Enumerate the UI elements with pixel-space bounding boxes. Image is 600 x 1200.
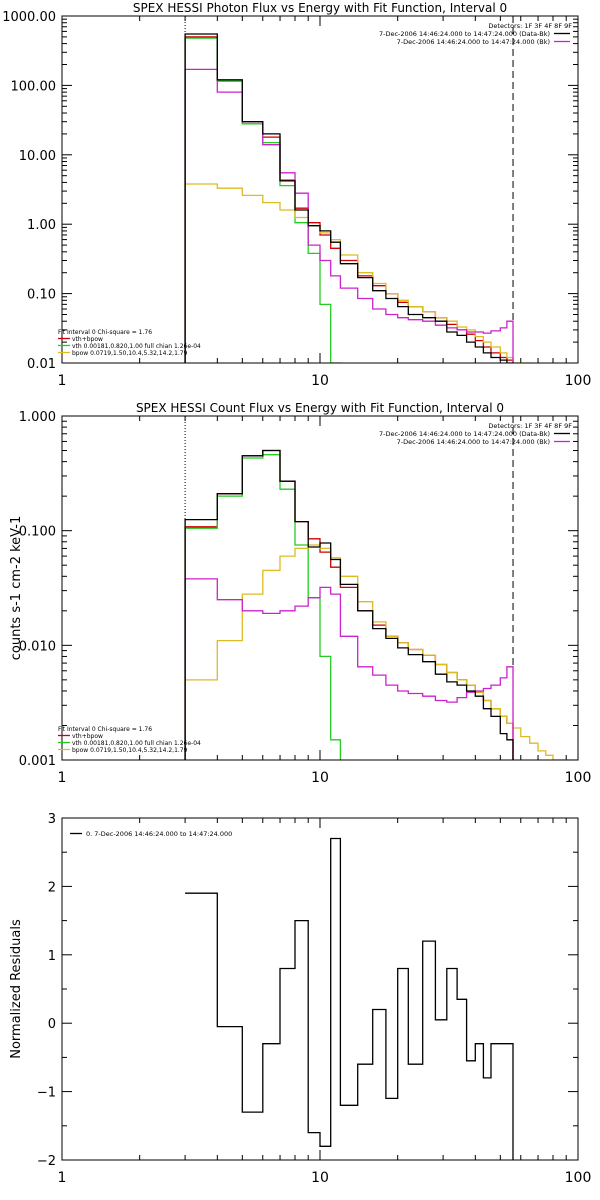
y-tick-label: 0 — [48, 1017, 56, 1032]
series-bpow — [184, 544, 578, 760]
y-tick-label: 0.001 — [19, 754, 56, 769]
x-tick-label: 100 — [565, 770, 592, 786]
y-tick-label: 10.00 — [19, 149, 56, 164]
series-data-bk — [184, 33, 514, 363]
y-tick-label: 1000.00 — [2, 10, 56, 25]
plot-frame — [61, 15, 579, 364]
y-tick-label: 0.01 — [27, 357, 56, 372]
y-tick-label: 0.100 — [19, 525, 56, 540]
series-0-7-dec-2006-14-46-24-000-to-14-47-24-000 — [185, 837, 514, 1160]
x-tick-label: 1 — [58, 770, 67, 786]
fit-legend-text: bpow 0.0719,1.50,10.4,5.32,14.2,1.79 — [72, 747, 188, 754]
fit-legend-text: vth 0.00181,0.820,1.00 full chian 1.26e-… — [72, 343, 201, 350]
legend-entry-text: 7-Dec-2006 14:46:24.000 to 14:47:24.000 … — [379, 430, 550, 438]
series-bk — [184, 68, 514, 363]
y-tick-label: 0.10 — [27, 288, 56, 303]
legend-entry-text: 0. 7-Dec-2006 14:46:24.000 to 14:47:24.0… — [86, 830, 232, 838]
fit-legend-text: Fit Interval 0 Chi-square = 1.76 — [58, 726, 152, 733]
y-tick-label: −1 — [37, 1086, 56, 1101]
series-data-bk — [184, 449, 514, 760]
plot-frame — [61, 817, 579, 1161]
fit-legend-text: Fit Interval 0 Chi-square = 1.76 — [58, 329, 152, 336]
fit-legend-text: vth+bpow — [72, 733, 103, 740]
series-vth-bpow — [184, 36, 514, 363]
y-tick-label: −2 — [37, 1154, 56, 1169]
x-tick-label: 100 — [565, 373, 592, 389]
x-tick-label: 10 — [311, 373, 329, 389]
legend-entry-text: 7-Dec-2006 14:46:24.000 to 14:47:24.000 … — [379, 30, 550, 38]
detectors-label: Detectors: 1F 3F 4F 8F 9F — [488, 422, 572, 430]
y-tick-label: 1 — [48, 949, 56, 964]
series-group — [184, 33, 531, 363]
fit-legend-text: vth+bpow — [72, 336, 103, 343]
fit-legend-text: bpow 0.0719,1.50,10.4,5.32,14.2,1.79 — [72, 350, 188, 357]
panel-2: SPEX HESSI Count Flux vs Energy with Fit… — [9, 401, 591, 786]
x-tick-label: 1 — [58, 373, 67, 389]
y-axis-label: counts s-1 cm-2 keV-1 — [9, 516, 24, 661]
y-tick-label: 100.00 — [11, 79, 57, 94]
x-tick-label: 100 — [565, 1170, 592, 1186]
y-tick-label: 1.00 — [27, 218, 56, 233]
x-tick-label: 10 — [311, 1170, 329, 1186]
series-vth — [184, 454, 342, 760]
y-tick-label: 3 — [48, 812, 56, 827]
fit-legend-text: vth 0.00181,0.820,1.00 full chian 1.26e-… — [72, 740, 201, 747]
series-vth — [184, 37, 342, 363]
y-tick-label: 2 — [48, 880, 56, 895]
x-tick-label: 1 — [58, 1170, 67, 1186]
y-tick-label: 0.010 — [19, 639, 56, 654]
legend-entry-text: 7-Dec-2006 14:46:24.000 to 14:47:24.000 … — [397, 438, 550, 446]
chart-title: SPEX HESSI Photon Flux vs Energy with Fi… — [133, 1, 507, 15]
series-group — [185, 837, 514, 1160]
x-tick-label: 10 — [311, 770, 329, 786]
panel-3: Normalized Residuals 1 10 100 −2 −1 0 1 2 3 0. 7-D… — [9, 812, 591, 1186]
chart-title: SPEX HESSI Count Flux vs Energy with Fit… — [136, 401, 504, 415]
plot-frame — [61, 415, 579, 761]
y-axis-label: Normalized Residuals — [9, 919, 24, 1059]
series-bk — [184, 578, 514, 760]
series-group — [184, 449, 578, 760]
series-vth-bpow — [184, 449, 514, 760]
y-tick-label: 1.000 — [19, 410, 56, 425]
panel-1: SPEX HESSI Photon Flux vs Energy with Fi… — [2, 1, 591, 389]
legend-entry-text: 7-Dec-2006 14:46:24.000 to 14:47:24.000 … — [397, 38, 550, 46]
detectors-label: Detectors: 1F 3F 4F 8F 9F — [488, 22, 572, 30]
